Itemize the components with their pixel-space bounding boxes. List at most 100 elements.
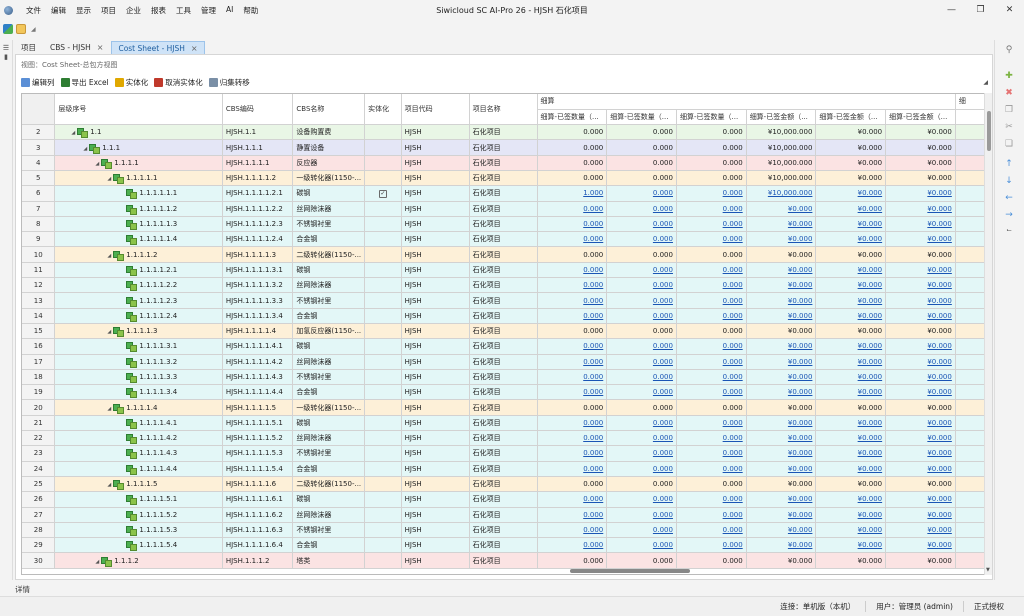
move-up-icon[interactable]: ↑ (1005, 159, 1013, 169)
table-row[interactable]: 25 ◢ 1.1.1.1.5 HJSH.1.1.1.1.6 二级转化器(1150-...… (22, 476, 985, 493)
value-cell[interactable]: ¥0.000 (885, 201, 956, 217)
cut-icon[interactable]: ✂ (1005, 122, 1013, 132)
value-cell[interactable]: 0.000 (537, 522, 608, 539)
column-header[interactable]: 细算-已签数量（... (537, 109, 608, 126)
expand-toggle-icon[interactable]: ◢ (107, 329, 112, 336)
value-cell[interactable]: 0.000 (606, 537, 677, 554)
value-cell[interactable]: 0.000 (537, 231, 608, 248)
value-cell[interactable]: 0.000 (676, 384, 747, 401)
value-cell[interactable]: ¥0.000 (885, 430, 956, 447)
value-cell[interactable]: ¥0.000 (815, 491, 887, 508)
value-cell[interactable]: ¥0.000 (885, 445, 956, 462)
column-header[interactable]: 项目名称 (469, 94, 538, 126)
menu-item[interactable]: 显示 (76, 5, 91, 15)
value-cell[interactable]: 0.000 (606, 308, 677, 324)
row-number[interactable]: 16 (22, 338, 56, 355)
value-cell[interactable]: ¥0.000 (885, 338, 956, 355)
row-number[interactable]: 19 (22, 384, 56, 401)
row-number[interactable]: 24 (22, 461, 56, 477)
menu-item[interactable]: 工具 (176, 5, 191, 15)
value-cell[interactable]: ¥0.000 (885, 292, 956, 309)
value-cell[interactable]: ¥0.000 (746, 491, 817, 508)
value-cell[interactable]: ¥0.000 (746, 277, 817, 294)
table-row[interactable]: 3 ◢ 1.1.1 HJSH.1.1.1 静置设备 HJSH 石化项目 0.000 0.000 0… (22, 139, 985, 156)
value-cell[interactable]: 0.000 (606, 216, 677, 233)
pin-icon[interactable]: ▮ (4, 53, 8, 61)
value-cell[interactable]: 0.000 (606, 384, 677, 401)
tree-cell[interactable]: 1.1.1.1.3.1 (54, 338, 223, 355)
close-icon[interactable]: ✕ (1005, 5, 1014, 15)
expand-toggle-icon[interactable]: ◢ (95, 160, 100, 167)
table-row[interactable]: 11 1.1.1.1.2.1 HJSH.1.1.1.1.3.1 碳钢 HJSH 石化项目 0… (22, 262, 985, 279)
value-cell[interactable]: ¥0.000 (746, 522, 817, 539)
materialize-cell[interactable] (364, 415, 402, 432)
expand-toggle-icon[interactable]: ◢ (107, 252, 112, 259)
materialize-cell[interactable] (364, 522, 402, 539)
value-cell[interactable]: 0.000 (676, 231, 747, 248)
tree-cell[interactable]: ◢ 1.1.1.1 (54, 155, 223, 171)
value-cell[interactable]: ¥0.000 (746, 201, 817, 217)
open-folder-icon[interactable] (16, 24, 26, 34)
menu-item[interactable]: 报表 (151, 5, 166, 15)
materialize-cell[interactable]: ✓ (364, 185, 402, 202)
outdent-icon[interactable]: ← (1005, 193, 1013, 203)
tree-cell[interactable]: ◢ 1.1.1.1.1 (54, 170, 223, 187)
value-cell[interactable]: ¥0.000 (746, 430, 817, 447)
value-cell[interactable]: ¥0.000 (885, 262, 956, 279)
menu-item[interactable]: 帮助 (243, 5, 259, 15)
table-row[interactable]: 5 ◢ 1.1.1.1.1 HJSH.1.1.1.1.2 一级转化器(1150-... H… (22, 170, 985, 187)
table-row[interactable]: 7 1.1.1.1.1.2 HJSH.1.1.1.1.2.2 丝网除沫器 HJSH 石化项… (22, 201, 985, 217)
value-cell[interactable]: 0.000 (537, 277, 608, 294)
value-cell[interactable]: 0.000 (606, 201, 677, 217)
value-cell[interactable]: 0.000 (606, 507, 677, 523)
value-cell[interactable]: 0.000 (676, 461, 747, 477)
value-cell[interactable]: ¥0.000 (746, 507, 817, 523)
value-cell[interactable]: 0.000 (606, 491, 677, 508)
tree-cell[interactable]: 1.1.1.1.5.1 (54, 491, 223, 508)
row-number[interactable]: 5 (22, 170, 56, 187)
value-cell[interactable]: ¥0.000 (885, 277, 956, 294)
value-cell[interactable]: ¥0.000 (746, 292, 817, 309)
value-cell[interactable]: ¥0.000 (815, 430, 887, 447)
tree-cell[interactable]: 1.1.1.1.2.3 (54, 292, 223, 309)
export-excel-button[interactable]: 导出 Excel (60, 77, 109, 88)
rollup-transfer-button[interactable]: 归集转移 (208, 77, 250, 88)
materialize-checkbox[interactable]: ✓ (378, 189, 387, 198)
tree-cell[interactable]: ◢ 1.1 (54, 124, 223, 141)
value-cell[interactable]: ¥0.000 (885, 308, 956, 324)
tree-cell[interactable]: ◢ 1.1.1.1.4 (54, 399, 223, 416)
add-icon[interactable]: ✚ (1005, 71, 1013, 81)
table-row[interactable]: 20 ◢ 1.1.1.1.4 HJSH.1.1.1.1.5 一级转化器(1150-...… (22, 399, 985, 416)
horizontal-scrollbar[interactable] (564, 568, 984, 574)
value-cell[interactable]: 0.000 (676, 292, 747, 309)
row-number[interactable]: 7 (22, 201, 56, 217)
value-cell[interactable]: 1.000 (537, 185, 608, 202)
value-cell[interactable]: ¥0.000 (815, 369, 887, 386)
table-row[interactable]: 19 1.1.1.1.3.4 HJSH.1.1.1.1.4.4 合金钢 HJSH 石化项目… (22, 384, 985, 401)
value-cell[interactable]: 0.000 (537, 445, 608, 462)
value-cell[interactable]: 0.000 (537, 338, 608, 355)
value-cell[interactable]: 0.000 (537, 415, 608, 432)
value-cell[interactable]: ¥0.000 (885, 491, 956, 508)
tree-cell[interactable]: 1.1.1.1.4.4 (54, 461, 223, 477)
table-row[interactable]: 22 1.1.1.1.4.2 HJSH.1.1.1.1.5.2 丝网除沫器 HJSH 石化… (22, 430, 985, 447)
row-number[interactable]: 29 (22, 537, 56, 554)
tree-cell[interactable]: 1.1.1.1.3.3 (54, 369, 223, 386)
value-cell[interactable]: 0.000 (676, 277, 747, 294)
materialize-cell[interactable] (364, 246, 402, 263)
materialize-cell[interactable] (364, 430, 402, 447)
value-cell[interactable]: ¥0.000 (815, 461, 887, 477)
value-cell[interactable]: ¥0.000 (815, 292, 887, 309)
table-row[interactable]: 21 1.1.1.1.4.1 HJSH.1.1.1.1.5.1 碳钢 HJSH 石化项目 0… (22, 415, 985, 432)
materialize-cell[interactable] (364, 292, 402, 309)
materialize-cell[interactable] (364, 201, 402, 217)
minimize-icon[interactable]: — (947, 5, 956, 15)
value-cell[interactable]: ¥0.000 (815, 445, 887, 462)
unmaterialize-button[interactable]: 取消实体化 (154, 77, 203, 88)
materialize-cell[interactable] (364, 445, 402, 462)
tree-cell[interactable]: ◢ 1.1.1 (54, 139, 223, 156)
row-number[interactable]: 3 (22, 139, 56, 156)
row-number[interactable]: 22 (22, 430, 56, 447)
pin-icon[interactable]: ⚲ (1005, 45, 1013, 55)
value-cell[interactable]: 0.000 (606, 522, 677, 539)
